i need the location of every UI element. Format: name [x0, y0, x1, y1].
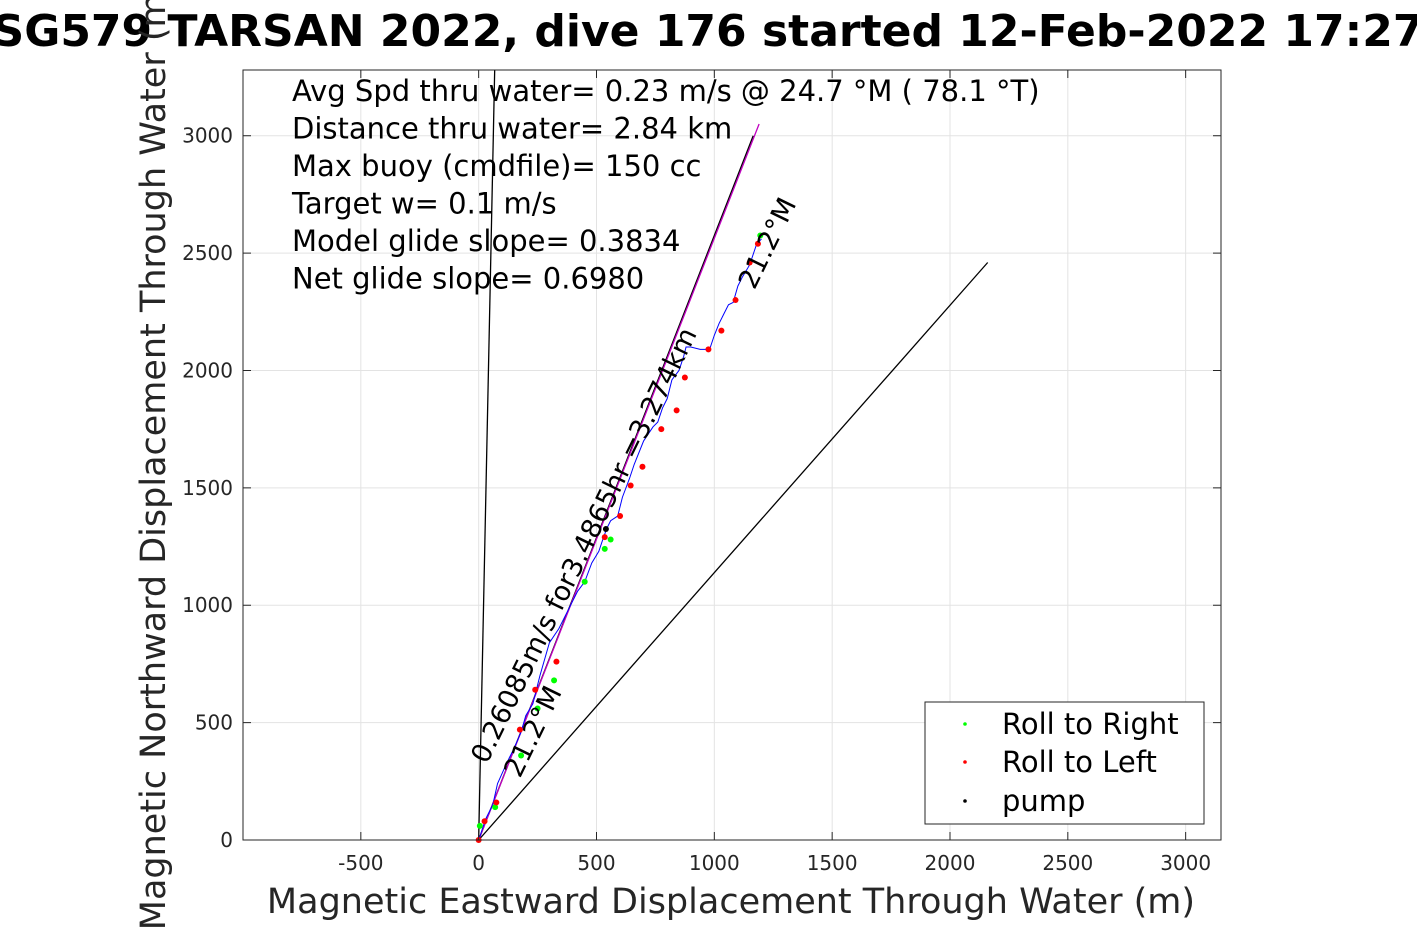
roll-left-point: [754, 240, 761, 247]
info-line: Net glide slope= 0.6980: [292, 262, 644, 296]
y-tick-label: 1500: [182, 476, 233, 500]
info-line: Max buoy (cmdfile)= 150 cc: [292, 149, 701, 183]
roll-left-point: [532, 686, 539, 693]
reference-line: [478, 262, 989, 841]
roll-left-point: [705, 346, 712, 353]
reference-line: [478, 123, 760, 841]
info-line: Avg Spd thru water= 0.23 m/s @ 24.7 °M (…: [292, 74, 1040, 108]
roll-right-point: [757, 232, 764, 239]
roll-left-point: [481, 818, 488, 825]
roll-right-point: [534, 705, 541, 712]
y-tick-label: 2500: [182, 241, 233, 265]
legend-label-roll-left: Roll to Left: [1002, 745, 1157, 779]
roll-right-point: [551, 677, 558, 684]
roll-right-point: [518, 752, 525, 759]
roll-left-point: [746, 259, 753, 266]
roll-left-point: [673, 407, 680, 414]
y-tick-label: 1000: [182, 593, 233, 617]
legend: Roll to Right Roll to Left pump: [924, 701, 1205, 825]
axis-ticks: -500 0 500 1000 1500 2000 2500 3000 0 500 1000 1500…: [182, 70, 1221, 875]
x-tick-label: 1000: [689, 851, 740, 875]
roll-right-point: [607, 536, 614, 543]
roll-left-point: [553, 658, 560, 665]
roll-right-point: [492, 804, 499, 811]
roll-left-point: [516, 726, 523, 733]
roll-left-point: [718, 327, 725, 334]
x-tick-label: 2000: [925, 851, 976, 875]
y-tick-label: 500: [195, 711, 233, 735]
legend-label-pump: pump: [1002, 784, 1085, 818]
roll-right-point: [476, 822, 483, 829]
x-tick-label: 0: [472, 851, 485, 875]
legend-box: [924, 701, 1205, 825]
x-tick-label: 500: [577, 851, 615, 875]
roll-left-point: [601, 534, 608, 541]
roll-right-point: [581, 578, 588, 585]
roll-left-point: [493, 799, 500, 806]
x-tick-label: 3000: [1160, 851, 1211, 875]
x-tick-label: -500: [338, 851, 383, 875]
info-line: Distance thru water= 2.84 km: [292, 112, 732, 146]
x-axis-label: Magnetic Eastward Displacement Through W…: [267, 882, 1195, 922]
y-tick-label: 0: [220, 828, 233, 852]
info-line: Target w= 0.1 m/s: [291, 187, 557, 221]
dive-track-line: [478, 238, 762, 841]
roll-left-point: [681, 374, 688, 381]
x-tick-label: 1500: [807, 851, 858, 875]
info-text-block: Avg Spd thru water= 0.23 m/s @ 24.7 °M (…: [291, 74, 1040, 296]
legend-marker-roll-left: [963, 760, 967, 764]
legend-marker-pump: [963, 799, 967, 803]
y-axis-label: Magnetic Northward Displacement Through …: [134, 0, 174, 930]
info-line: Model glide slope= 0.3834: [292, 224, 680, 258]
axes-box: [242, 69, 1222, 841]
y-tick-label: 2000: [182, 358, 233, 382]
roll-left-point: [617, 513, 624, 520]
pump-point: [602, 525, 609, 532]
x-tick-label: 2500: [1042, 851, 1093, 875]
roll-left-point: [627, 482, 634, 489]
roll-right-point: [601, 545, 608, 552]
chart-title: SG579 TARSAN 2022, dive 176 started 12-F…: [0, 6, 1417, 57]
roll-left-point: [639, 463, 646, 470]
roll-left-point: [732, 297, 739, 304]
reference-line: [478, 69, 496, 841]
legend-label-roll-right: Roll to Right: [1002, 707, 1179, 741]
legend-marker-roll-right: [963, 722, 967, 726]
roll-left-point: [658, 426, 665, 433]
y-tick-label: 3000: [182, 124, 233, 148]
